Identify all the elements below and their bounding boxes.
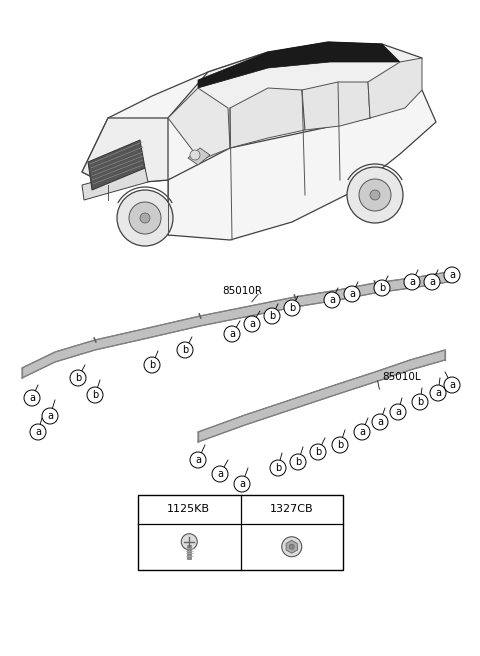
Polygon shape — [198, 350, 445, 442]
Circle shape — [347, 167, 403, 223]
Circle shape — [370, 190, 380, 200]
Circle shape — [190, 452, 206, 468]
Circle shape — [444, 377, 460, 393]
Circle shape — [212, 466, 228, 482]
Polygon shape — [82, 168, 148, 200]
Circle shape — [374, 280, 390, 296]
Polygon shape — [198, 42, 400, 88]
Text: a: a — [35, 427, 41, 437]
Text: b: b — [75, 373, 81, 383]
Polygon shape — [82, 52, 268, 185]
Circle shape — [70, 370, 86, 386]
Text: a: a — [435, 388, 441, 398]
Polygon shape — [188, 148, 210, 165]
Text: a: a — [359, 427, 365, 437]
Text: a: a — [195, 455, 201, 465]
Text: a: a — [249, 319, 255, 329]
Text: a: a — [395, 407, 401, 417]
Polygon shape — [368, 58, 422, 118]
Text: a: a — [449, 380, 455, 390]
Text: b: b — [92, 390, 98, 400]
Circle shape — [250, 502, 264, 516]
Circle shape — [444, 267, 460, 283]
Circle shape — [289, 544, 294, 549]
Text: a: a — [151, 504, 157, 514]
Polygon shape — [168, 88, 230, 160]
Circle shape — [332, 437, 348, 453]
Text: a: a — [29, 393, 35, 403]
Text: b: b — [295, 457, 301, 467]
Text: b: b — [417, 397, 423, 407]
Circle shape — [284, 300, 300, 316]
Circle shape — [344, 286, 360, 302]
Text: a: a — [429, 277, 435, 287]
Circle shape — [324, 292, 340, 308]
Text: a: a — [349, 289, 355, 299]
Text: a: a — [449, 270, 455, 280]
Polygon shape — [168, 90, 436, 240]
Circle shape — [424, 274, 440, 290]
Circle shape — [144, 357, 160, 373]
Circle shape — [354, 424, 370, 440]
Text: b: b — [149, 360, 155, 370]
Circle shape — [30, 424, 46, 440]
Polygon shape — [302, 82, 370, 130]
Circle shape — [129, 202, 161, 234]
Circle shape — [372, 414, 388, 430]
Circle shape — [412, 394, 428, 410]
Circle shape — [117, 190, 173, 246]
Bar — [138, 495, 343, 570]
Text: 1125KB: 1125KB — [167, 504, 210, 514]
Circle shape — [42, 408, 58, 424]
Circle shape — [140, 213, 150, 223]
Polygon shape — [88, 140, 145, 190]
Text: b: b — [315, 447, 321, 457]
Text: 85010L: 85010L — [382, 372, 420, 382]
Text: b: b — [337, 440, 343, 450]
Polygon shape — [82, 118, 168, 185]
Text: b: b — [253, 504, 260, 514]
Text: a: a — [377, 417, 383, 427]
Text: a: a — [47, 411, 53, 421]
Circle shape — [244, 316, 260, 332]
Polygon shape — [22, 272, 448, 378]
Text: a: a — [229, 329, 235, 339]
Text: b: b — [182, 345, 188, 355]
Circle shape — [234, 476, 250, 492]
Circle shape — [430, 385, 446, 401]
Text: b: b — [275, 463, 281, 473]
Circle shape — [359, 179, 391, 211]
Circle shape — [181, 534, 197, 550]
Polygon shape — [168, 42, 422, 138]
Circle shape — [224, 326, 240, 342]
Circle shape — [147, 502, 161, 516]
Circle shape — [270, 460, 286, 476]
Circle shape — [404, 274, 420, 290]
Circle shape — [390, 404, 406, 420]
Circle shape — [282, 537, 302, 557]
Text: 1327CB: 1327CB — [269, 504, 313, 514]
Text: 85010R: 85010R — [222, 286, 262, 296]
Circle shape — [310, 444, 326, 460]
Circle shape — [177, 342, 193, 358]
Text: b: b — [289, 303, 295, 313]
Text: b: b — [379, 283, 385, 293]
Circle shape — [24, 390, 40, 406]
Circle shape — [290, 454, 306, 470]
Polygon shape — [286, 541, 298, 553]
Text: b: b — [269, 311, 275, 321]
Text: a: a — [329, 295, 335, 305]
Text: a: a — [239, 479, 245, 489]
Circle shape — [190, 150, 200, 160]
Circle shape — [87, 387, 103, 403]
Text: a: a — [409, 277, 415, 287]
Polygon shape — [230, 88, 305, 148]
Circle shape — [264, 308, 280, 324]
Text: a: a — [217, 469, 223, 479]
